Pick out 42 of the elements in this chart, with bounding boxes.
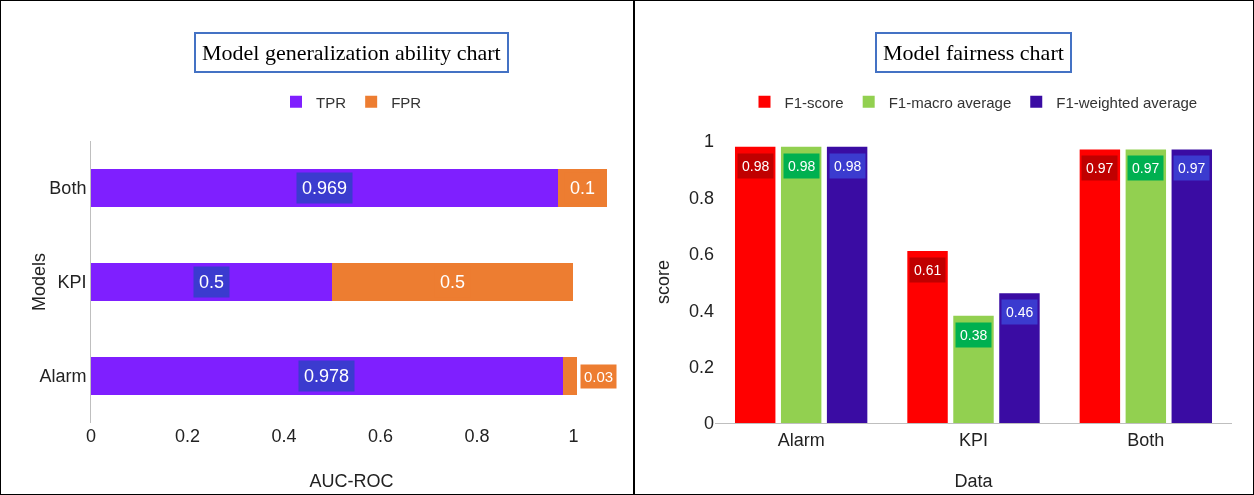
legend-label: FPR: [391, 93, 422, 111]
y-tick-label: Both: [49, 178, 87, 199]
y-tick-label: Alarm: [39, 366, 87, 387]
data-label: 0.98: [742, 158, 770, 174]
x-axis-title: Data: [954, 471, 994, 491]
chart-title: Model fairness chart: [883, 40, 1064, 65]
data-label: 0.969: [302, 178, 348, 198]
data-label: 0.98: [788, 158, 816, 174]
data-label: 0.61: [914, 262, 942, 278]
y-tick-label: 0.8: [688, 187, 714, 208]
x-tick-label: Both: [1127, 429, 1165, 450]
data-label: 0.5: [440, 272, 466, 292]
y-tick-label: 0.2: [688, 356, 714, 377]
data-label: 0.97: [1178, 160, 1206, 176]
x-tick-label: 1: [568, 426, 579, 446]
y-tick-label: KPI: [57, 272, 87, 293]
data-label: 0.97: [1086, 160, 1114, 176]
x-axis-title: AUC-ROC: [309, 471, 394, 491]
x-tick-label: KPI: [958, 429, 989, 450]
data-label: 0.5: [199, 272, 225, 292]
data-label: 0.978: [304, 366, 350, 386]
x-tick-label: 0.6: [367, 426, 393, 446]
x-tick-label: 0.4: [271, 426, 297, 446]
data-label: 0.38: [960, 327, 988, 343]
legend-label: F1-macro average: [888, 93, 1012, 111]
data-label: 0.03: [584, 368, 614, 385]
y-tick-label: 1: [703, 131, 714, 152]
data-label: 0.1: [570, 178, 596, 198]
legend-label: TPR: [316, 93, 347, 111]
data-label: 0.97: [1132, 160, 1160, 176]
data-label: 0.46: [1006, 304, 1034, 320]
data-label: 0.98: [834, 158, 862, 174]
y-axis-title: score: [653, 259, 673, 305]
y-tick-label: 0.6: [688, 244, 714, 265]
chart-title: Model generalization ability chart: [202, 40, 501, 65]
y-axis-title: Models: [29, 252, 49, 312]
x-tick-label: Alarm: [777, 429, 825, 450]
y-tick-label: 0.4: [688, 300, 714, 321]
x-tick-label: 0.2: [174, 426, 200, 446]
legend-label: F1-weighted average: [1056, 93, 1198, 111]
legend-label: F1-score: [784, 93, 844, 111]
x-tick-label: 0.8: [464, 426, 490, 446]
